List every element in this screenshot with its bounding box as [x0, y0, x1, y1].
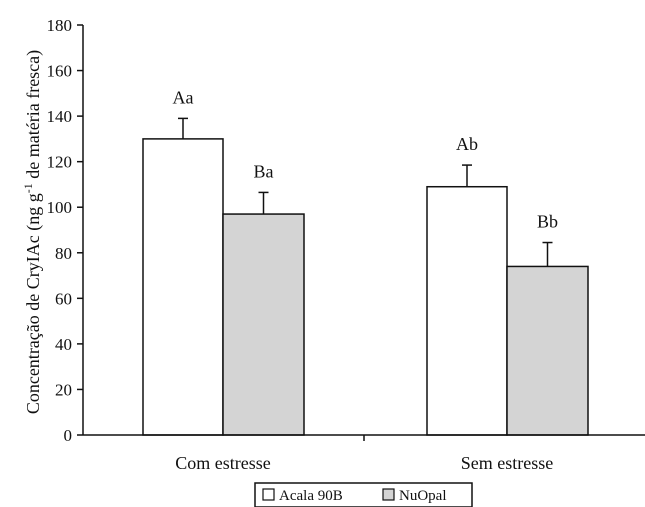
legend-label-nuopal: NuOpal — [399, 488, 447, 504]
bar-significance-label: Ab — [456, 134, 478, 154]
legend: Acala 90B NuOpal — [254, 482, 473, 507]
bar-significance-label: Ba — [254, 161, 274, 181]
legend-swatch-nuopal — [382, 488, 395, 501]
y-tick-label: 20 — [55, 380, 72, 399]
bar-nuopal-com-estresse — [222, 213, 305, 436]
y-tick-label: 40 — [55, 335, 72, 354]
y-tick-label: 160 — [47, 62, 73, 81]
y-axis-label-rest: de matéria fresca) — [23, 50, 44, 183]
y-tick-label: 60 — [55, 289, 72, 308]
y-axis-label: Concentração de CryIAc (ng g-1 de matéri… — [21, 50, 44, 414]
y-tick-label: 80 — [55, 244, 72, 263]
error-bars — [178, 117, 553, 267]
bar-nuopal-sem-estresse — [506, 265, 589, 436]
y-tick-label: 180 — [47, 16, 73, 35]
y-tick-label: 0 — [64, 426, 73, 445]
y-tick-label: 100 — [47, 198, 73, 217]
bar-acala-90b-com-estresse — [142, 138, 224, 436]
x-axis-category-labels: Com estresse Sem estresse — [175, 453, 553, 473]
legend-label-acala-90b: Acala 90B — [279, 488, 343, 504]
legend-swatch-acala-90b — [262, 488, 275, 501]
bar-acala-90b-sem-estresse — [426, 185, 508, 436]
bar-significance-labels: Aa Ba Ab Bb — [173, 87, 559, 231]
x-category-label: Sem estresse — [461, 453, 553, 473]
bar-significance-label: Aa — [173, 87, 194, 107]
y-tick-label: 140 — [47, 107, 73, 126]
y-tick-label: 120 — [47, 153, 73, 172]
x-category-label: Com estresse — [175, 453, 270, 473]
y-axis-ticks: 0 20 40 60 80 100 120 140 160 180 — [47, 16, 83, 445]
bars — [142, 138, 589, 436]
legend-box — [254, 482, 473, 507]
bar-significance-label: Bb — [537, 212, 558, 232]
y-axis-label-main: Concentração de CryIAc (ng g — [23, 193, 44, 414]
y-axis-label-superscript: -1 — [21, 183, 35, 193]
